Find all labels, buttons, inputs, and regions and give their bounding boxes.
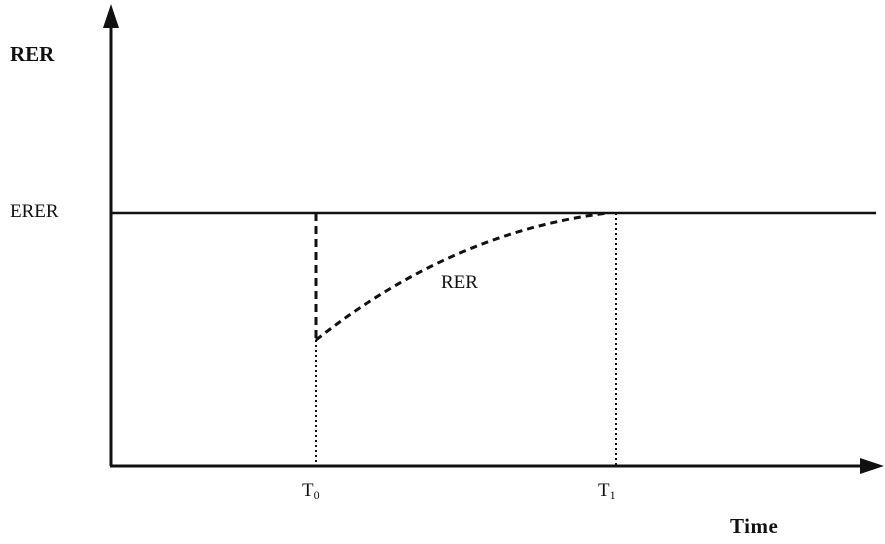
tick-t1-base: T: [598, 480, 610, 501]
tick-label-t0: T0: [302, 481, 320, 501]
tick-t0-base: T: [302, 480, 314, 501]
erer-level-label: ERER: [10, 201, 59, 222]
y-axis-title: RER: [10, 42, 55, 66]
tick-t0-subscript: 0: [313, 488, 320, 502]
tick-label-t1: T1: [598, 481, 616, 501]
rer-curve-label: RER: [441, 272, 478, 293]
rer-adjustment-curve: [315, 211, 609, 342]
x-axis-arrow-icon: [860, 458, 884, 474]
y-axis-arrow-icon: [103, 4, 119, 28]
x-axis-title: Time: [730, 514, 779, 538]
tick-t1-subscript: 1: [609, 488, 616, 502]
